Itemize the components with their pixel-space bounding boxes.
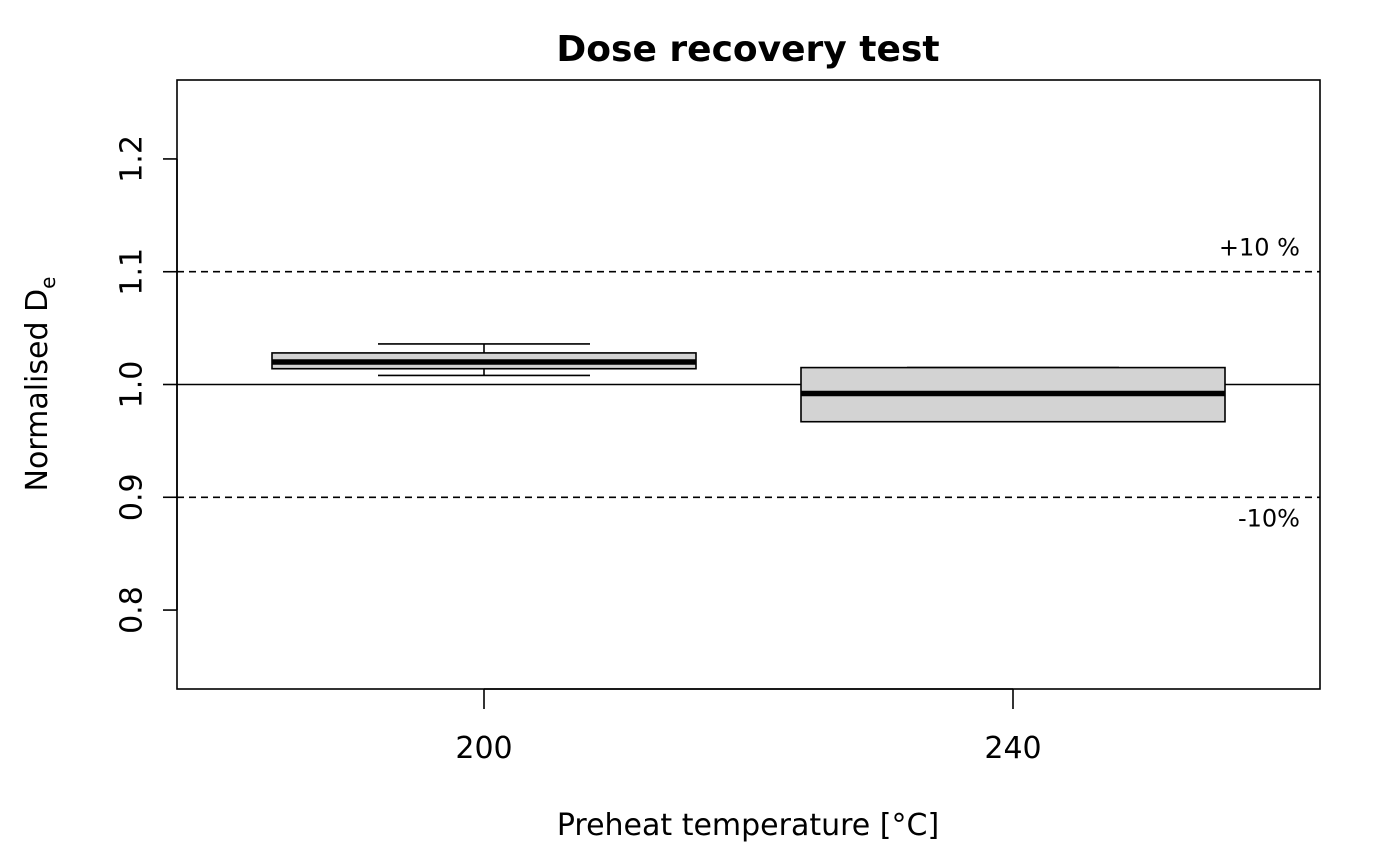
y-tick-label-4: 1.2 bbox=[115, 135, 150, 183]
x-tick-label-0: 200 bbox=[455, 731, 512, 766]
chart-title: Dose recovery test bbox=[556, 29, 939, 70]
x-tick-label-1: 240 bbox=[984, 731, 1041, 766]
y-tick-label-1: 0.9 bbox=[115, 473, 150, 521]
y-tick-label-0: 0.8 bbox=[115, 586, 150, 634]
y-axis-label: Normalised De bbox=[20, 277, 60, 492]
reference-label-2: -10% bbox=[1238, 504, 1300, 532]
x-axis: 200 240 bbox=[455, 688, 1042, 766]
box-series bbox=[271, 343, 1226, 423]
reference-label-1: +10 % bbox=[1219, 234, 1300, 262]
x-axis-label: Preheat temperature [°C] bbox=[557, 808, 939, 843]
y-axis: 0.8 0.9 1.0 1.1 1.2 bbox=[115, 135, 178, 634]
y-tick-label-2: 1.0 bbox=[115, 361, 150, 409]
y-axis-label-subscript: e bbox=[36, 277, 60, 289]
box-200 bbox=[271, 343, 697, 377]
y-axis-label-main: Normalised D bbox=[20, 289, 55, 492]
box-240 bbox=[800, 366, 1226, 423]
y-tick-label-3: 1.1 bbox=[115, 248, 150, 296]
